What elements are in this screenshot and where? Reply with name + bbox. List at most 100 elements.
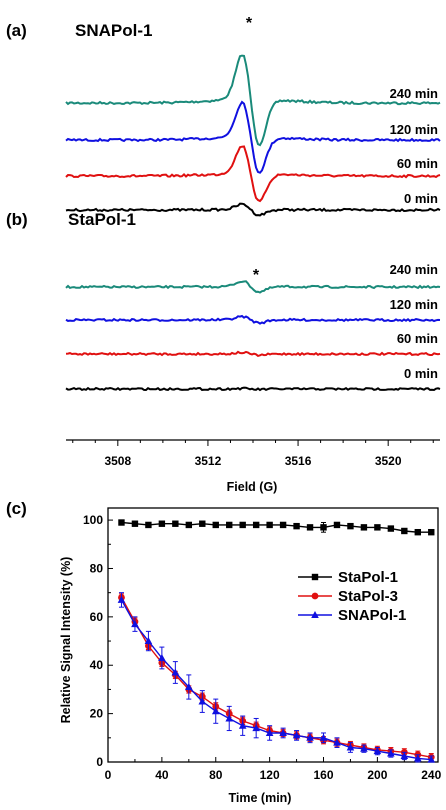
panel-b-trace-1 (65, 314, 441, 325)
panel-c-y-tick-label: 40 (90, 658, 104, 672)
panel-c-y-tick-label: 100 (83, 513, 103, 527)
panel-a-peak-marker: * (246, 15, 253, 32)
panel-c-series-line (121, 521, 432, 533)
panel-c-point (427, 755, 436, 763)
panel-c-point (414, 528, 421, 536)
panel-b-label: (b) (6, 210, 28, 229)
legend-marker (311, 592, 319, 600)
panel-c-point (171, 668, 180, 676)
panel-c-point (239, 521, 246, 529)
panel-c-point (306, 733, 314, 741)
panel-c-y-axis-title: Relative Signal Intensity (%) (59, 557, 73, 724)
panel-c-point (279, 521, 287, 529)
panel-b-trace-2 (65, 350, 441, 358)
panel-c-x-tick-label: 120 (260, 768, 280, 782)
panel-c-frame (107, 507, 439, 763)
panel-c-x-tick-label: 80 (209, 768, 223, 782)
panel-c-y-tick-label: 0 (96, 755, 103, 769)
panel-b: (b) StaPol-1 * 240 min 120 min 60 min 0 min… (6, 210, 441, 494)
panel-c-plot: 0 40 80 120 160 200 240020406080100StaPol-1Sta… (83, 507, 442, 782)
panel-c-legend: StaPol-1 StaPol-3 SNAPol-1 (298, 569, 406, 624)
panel-c-y-tick-label: 80 (90, 561, 104, 575)
panel-c-point (319, 733, 328, 741)
panel-c-point (266, 521, 273, 529)
panel-c-point (211, 707, 220, 715)
panel-c-point (320, 524, 327, 531)
panel-c-point (293, 522, 300, 530)
panel-c-point (212, 521, 219, 529)
panel-c-x-tick-label: 0 (105, 768, 112, 782)
panel-b-trace-label-1: 120 min (390, 297, 438, 312)
panel-b-trace-label-0: 240 min (390, 262, 438, 277)
panel-c-point (333, 521, 341, 529)
panel-c-point (252, 521, 260, 529)
panel-c-point (226, 521, 233, 529)
legend-label: StaPol-3 (338, 588, 398, 605)
panel-b-peak-marker: * (253, 267, 260, 284)
panel-c-point (144, 637, 153, 645)
panel-c-point (373, 747, 382, 755)
panel-a-trace-label-0: 240 min (390, 86, 438, 101)
panel-c-point (238, 721, 247, 729)
panel-c-point (400, 751, 409, 759)
panel-b-x-tick-label: 3520 (375, 454, 402, 468)
panel-c-point (374, 524, 381, 531)
legend-label: SNAPol-1 (338, 607, 406, 624)
panel-c-point (428, 528, 435, 536)
panel-c-point (387, 749, 395, 757)
panel-c-point (252, 724, 260, 732)
panel-a-trace-1 (65, 100, 441, 174)
panel-b-x-tick-label: 3508 (104, 454, 131, 468)
panel-c: (c) 0 40 80 120 160 200 240 0 20 40 60 80 100 StaPol-… (6, 499, 442, 805)
panel-c-point (265, 728, 274, 736)
legend-marker (311, 611, 319, 618)
panel-c-x-tick-label: 200 (367, 768, 387, 782)
panel-c-point (158, 653, 166, 661)
panel-a-title: SNAPol-1 (75, 21, 152, 40)
panel-c-point (117, 595, 126, 603)
panel-c-y-tick-label: 20 (90, 707, 104, 721)
panel-a-trace-label-2: 60 min (397, 156, 438, 171)
panel-b-trace-0 (65, 280, 441, 294)
panel-a-traces: 240 min 120 min 60 min 0 min (65, 54, 441, 217)
panel-a-trace-label-3: 0 min (404, 191, 438, 206)
panel-c-point (172, 520, 179, 527)
panel-c-x-tick-label: 160 (313, 768, 333, 782)
panel-c-point (347, 522, 354, 530)
panel-b-traces: 240 min 120 min 60 min 0 min (65, 262, 441, 392)
panel-c-point (145, 521, 152, 529)
panel-c-x-tick-label: 40 (155, 768, 169, 782)
panel-b-trace-label-2: 60 min (397, 331, 438, 346)
panel-c-point (360, 744, 368, 752)
panel-c-point (118, 519, 125, 526)
panel-c-point (387, 525, 395, 532)
panel-c-point (413, 754, 422, 762)
panel-c-x-tick-label: 240 (421, 768, 441, 782)
panel-b-trace-label-3: 0 min (404, 366, 438, 381)
panel-a-trace-label-1: 120 min (390, 122, 438, 137)
panel-a-label: (a) (6, 21, 27, 40)
panel-c-point (198, 697, 207, 705)
panel-c-x-axis-title: Time (min) (229, 791, 292, 805)
panel-a-trace-3 (65, 202, 441, 217)
panel-c-point (292, 731, 301, 739)
panel-a-trace-2 (65, 145, 441, 203)
panel-c-y-tick-label: 60 (90, 610, 104, 624)
panel-c-series-SNAPol-1 (117, 592, 436, 763)
panel-c-point (360, 524, 368, 531)
panel-c-point (199, 520, 206, 527)
panel-b-trace-3 (65, 386, 441, 392)
panel-b-x-axis-title: Field (G) (227, 480, 278, 494)
panel-c-point (158, 520, 166, 527)
panel-c-point (279, 728, 287, 736)
panel-c-series-StaPol-1 (118, 519, 435, 536)
panel-c-label: (c) (6, 499, 27, 518)
panel-c-point (131, 520, 139, 527)
panel-c-point (225, 714, 234, 722)
panel-c-point (346, 743, 355, 751)
panel-c-point (185, 683, 193, 691)
legend-label: StaPol-1 (338, 569, 398, 586)
legend-marker (311, 573, 319, 581)
panel-c-point (306, 524, 314, 531)
panel-c-point (401, 527, 408, 535)
